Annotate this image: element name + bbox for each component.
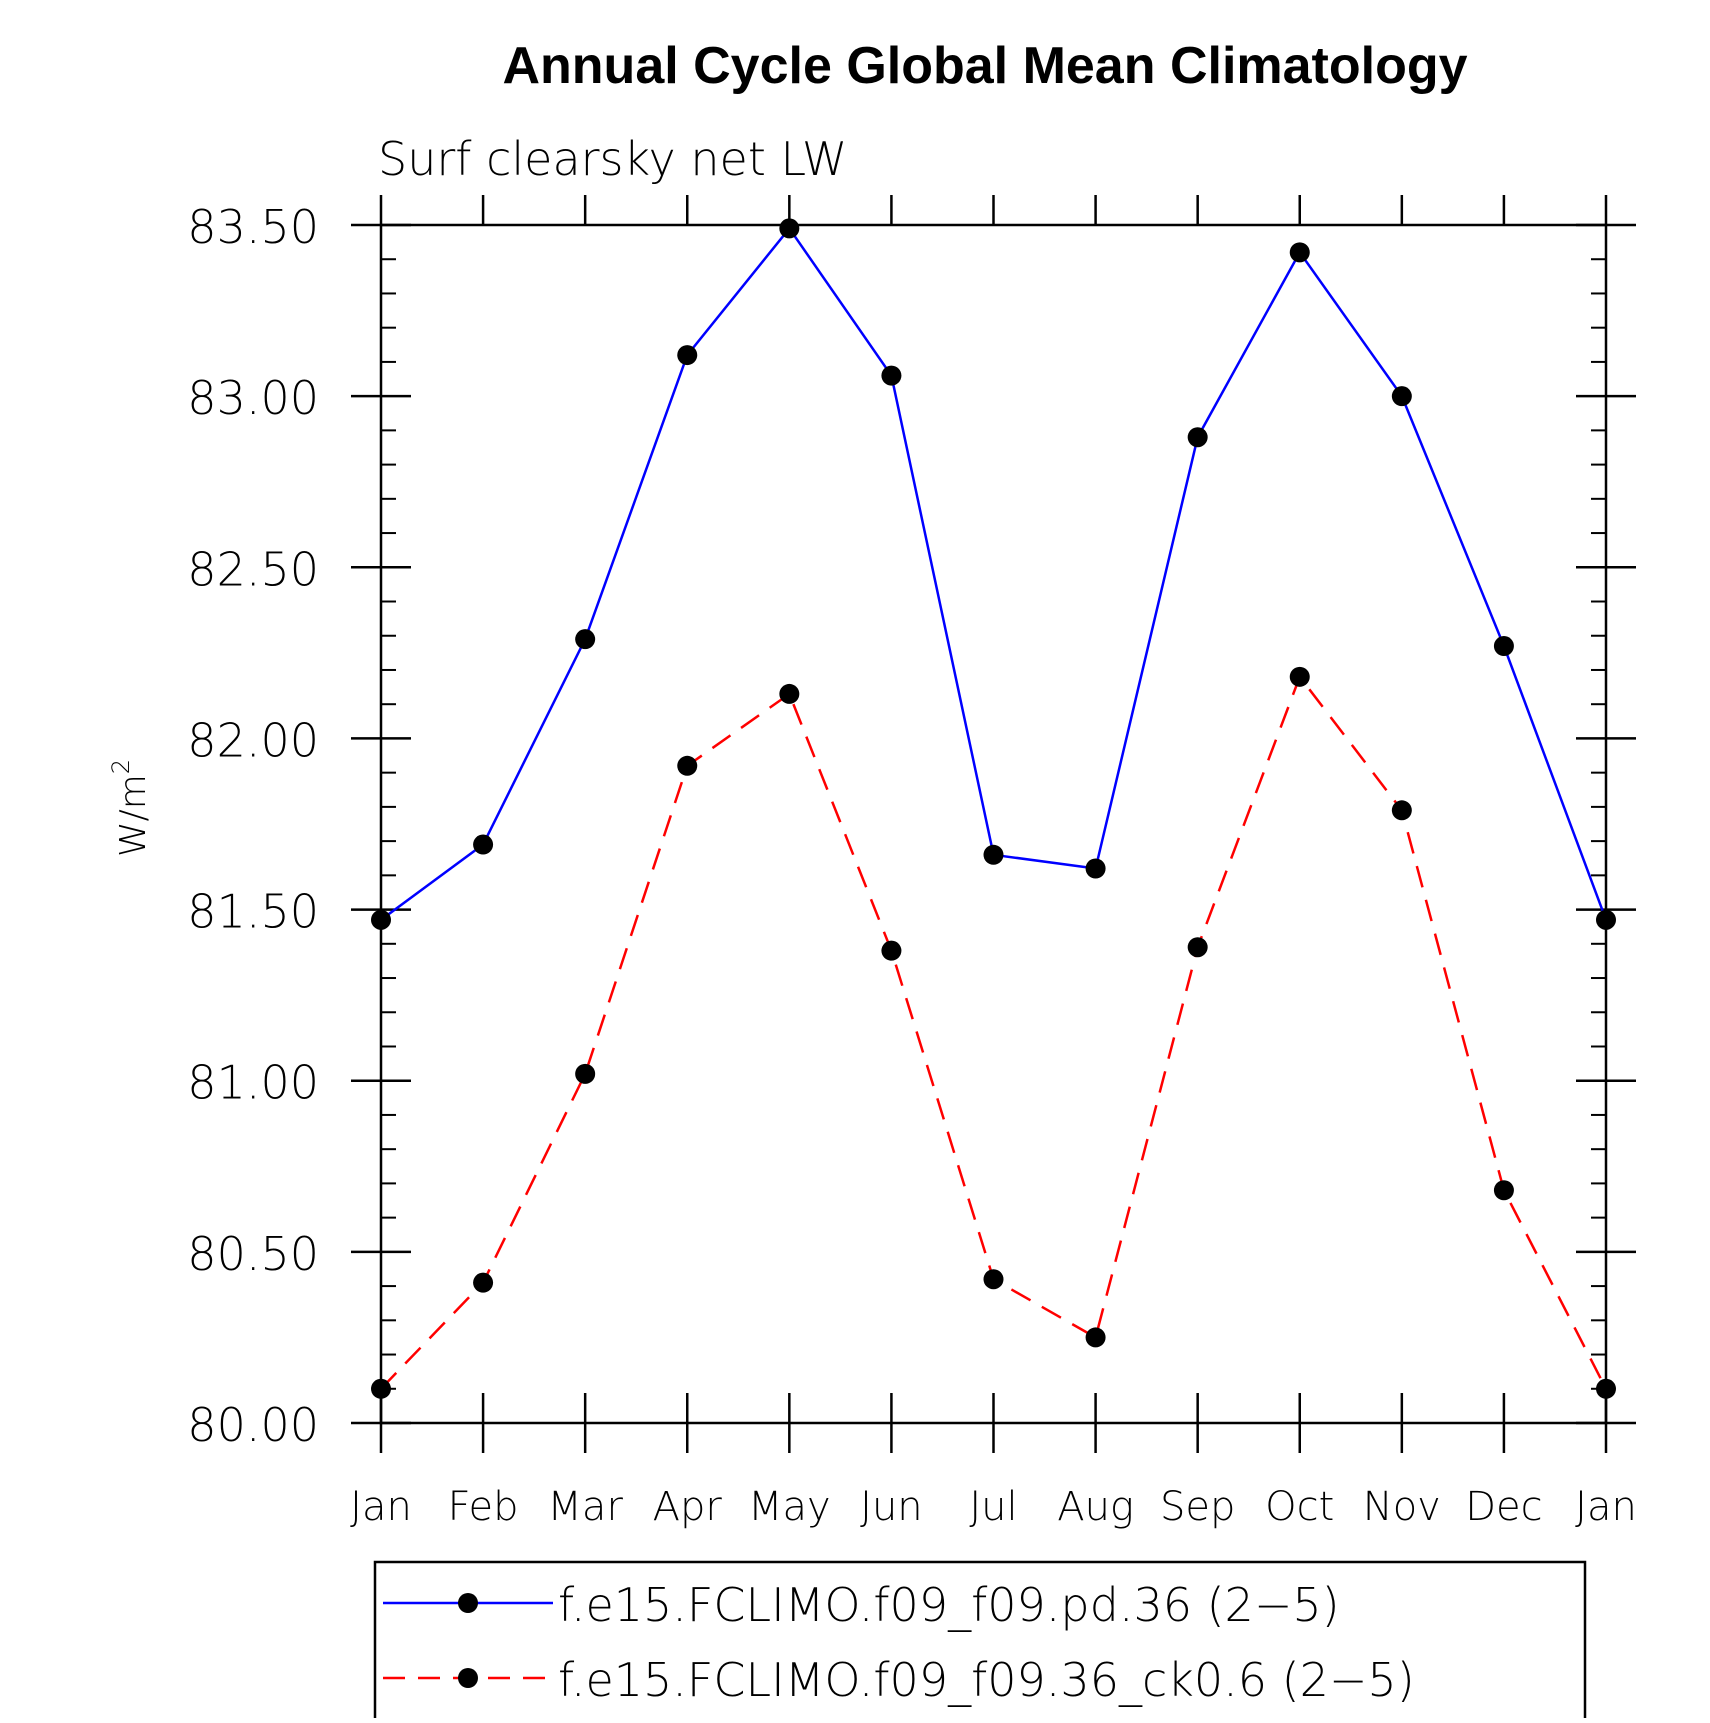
- series-2-point: [779, 683, 800, 704]
- legend-label-2: f.e15.FCLIMO.f09_f09.36_ck0.6 (2−5): [558, 1653, 1415, 1707]
- series-1-point: [1493, 636, 1514, 657]
- series-1-point: [677, 345, 698, 366]
- y-tick-label: 83.00: [187, 371, 319, 425]
- series-2-point: [983, 1269, 1004, 1290]
- x-tick-label: Sep: [1160, 1484, 1235, 1530]
- series-2-point: [371, 1378, 391, 1399]
- y-tick-label: 80.00: [187, 1398, 319, 1452]
- series-2-point: [1596, 1378, 1616, 1399]
- series-1-point: [575, 629, 596, 650]
- series-1-point: [1289, 242, 1310, 263]
- series-1-point: [1187, 427, 1208, 448]
- series-2-point: [1289, 666, 1310, 687]
- x-tick-label: Dec: [1465, 1484, 1542, 1530]
- legend: f.e15.FCLIMO.f09_f09.pd.36 (2−5) f.e15.FC…: [373, 1560, 1587, 1722]
- plot-frame: [379, 223, 1608, 1425]
- svg-text:W/m2: W/m2: [107, 759, 154, 857]
- series-1-point: [1085, 858, 1106, 879]
- series-1-point: [371, 909, 391, 930]
- y-axis-label-text: W/m: [113, 774, 154, 857]
- series-2-point: [677, 755, 698, 776]
- x-tick-label: Oct: [1265, 1484, 1334, 1530]
- legend-marker-1: [458, 1593, 478, 1613]
- x-tick-label: Jun: [860, 1484, 923, 1530]
- y-tick-label: 82.00: [187, 713, 319, 767]
- legend-marker-2: [458, 1668, 478, 1688]
- x-tick-label: Jul: [969, 1484, 1017, 1530]
- x-tick-label: Nov: [1363, 1484, 1441, 1530]
- x-tick-label: May: [748, 1484, 831, 1530]
- series-2-point: [881, 940, 902, 961]
- legend-label-1: f.e15.FCLIMO.f09_f09.pd.36 (2−5): [558, 1578, 1340, 1632]
- axes: 80.00 80.50 81.00 81.50 82.00 82.50 83.00 83.50…: [187, 195, 1637, 1530]
- y-tick-label: 80.50: [187, 1227, 319, 1281]
- series-2-point: [1187, 937, 1208, 958]
- y-tick-label: 83.50: [187, 200, 319, 254]
- series-2-point: [1085, 1327, 1106, 1348]
- x-tick-label: Jan: [350, 1484, 412, 1530]
- series-1-point: [1596, 909, 1616, 930]
- x-tick-label: Aug: [1057, 1484, 1134, 1530]
- series-layer: [371, 218, 1616, 1399]
- chart-subtitle: Surf clearsky net LW: [378, 132, 847, 186]
- series-1-point: [983, 844, 1004, 865]
- y-axis-label-superscript: 2: [107, 759, 135, 774]
- series-1-point: [1391, 386, 1412, 407]
- y-tick-label: 81.50: [187, 885, 319, 939]
- x-tick-label: Apr: [653, 1484, 723, 1530]
- chart-title: Annual Cycle Global Mean Climatology: [502, 37, 1467, 95]
- x-tick-label: Jan: [1575, 1484, 1637, 1530]
- x-tick-label: Feb: [448, 1484, 519, 1530]
- series-2-point: [1391, 800, 1412, 821]
- series-2-point: [575, 1063, 596, 1084]
- series-1-point: [779, 218, 800, 239]
- series-2-point: [1493, 1180, 1514, 1201]
- series-1-point: [881, 365, 902, 386]
- x-tick-label: Mar: [547, 1484, 623, 1530]
- y-tick-label: 81.00: [187, 1056, 319, 1110]
- series-1-point: [473, 834, 494, 855]
- series-line-1: [380, 226, 1608, 921]
- series-2-point: [473, 1272, 494, 1293]
- y-tick-label: 82.50: [187, 542, 319, 596]
- y-axis-label: W/m2: [107, 759, 154, 857]
